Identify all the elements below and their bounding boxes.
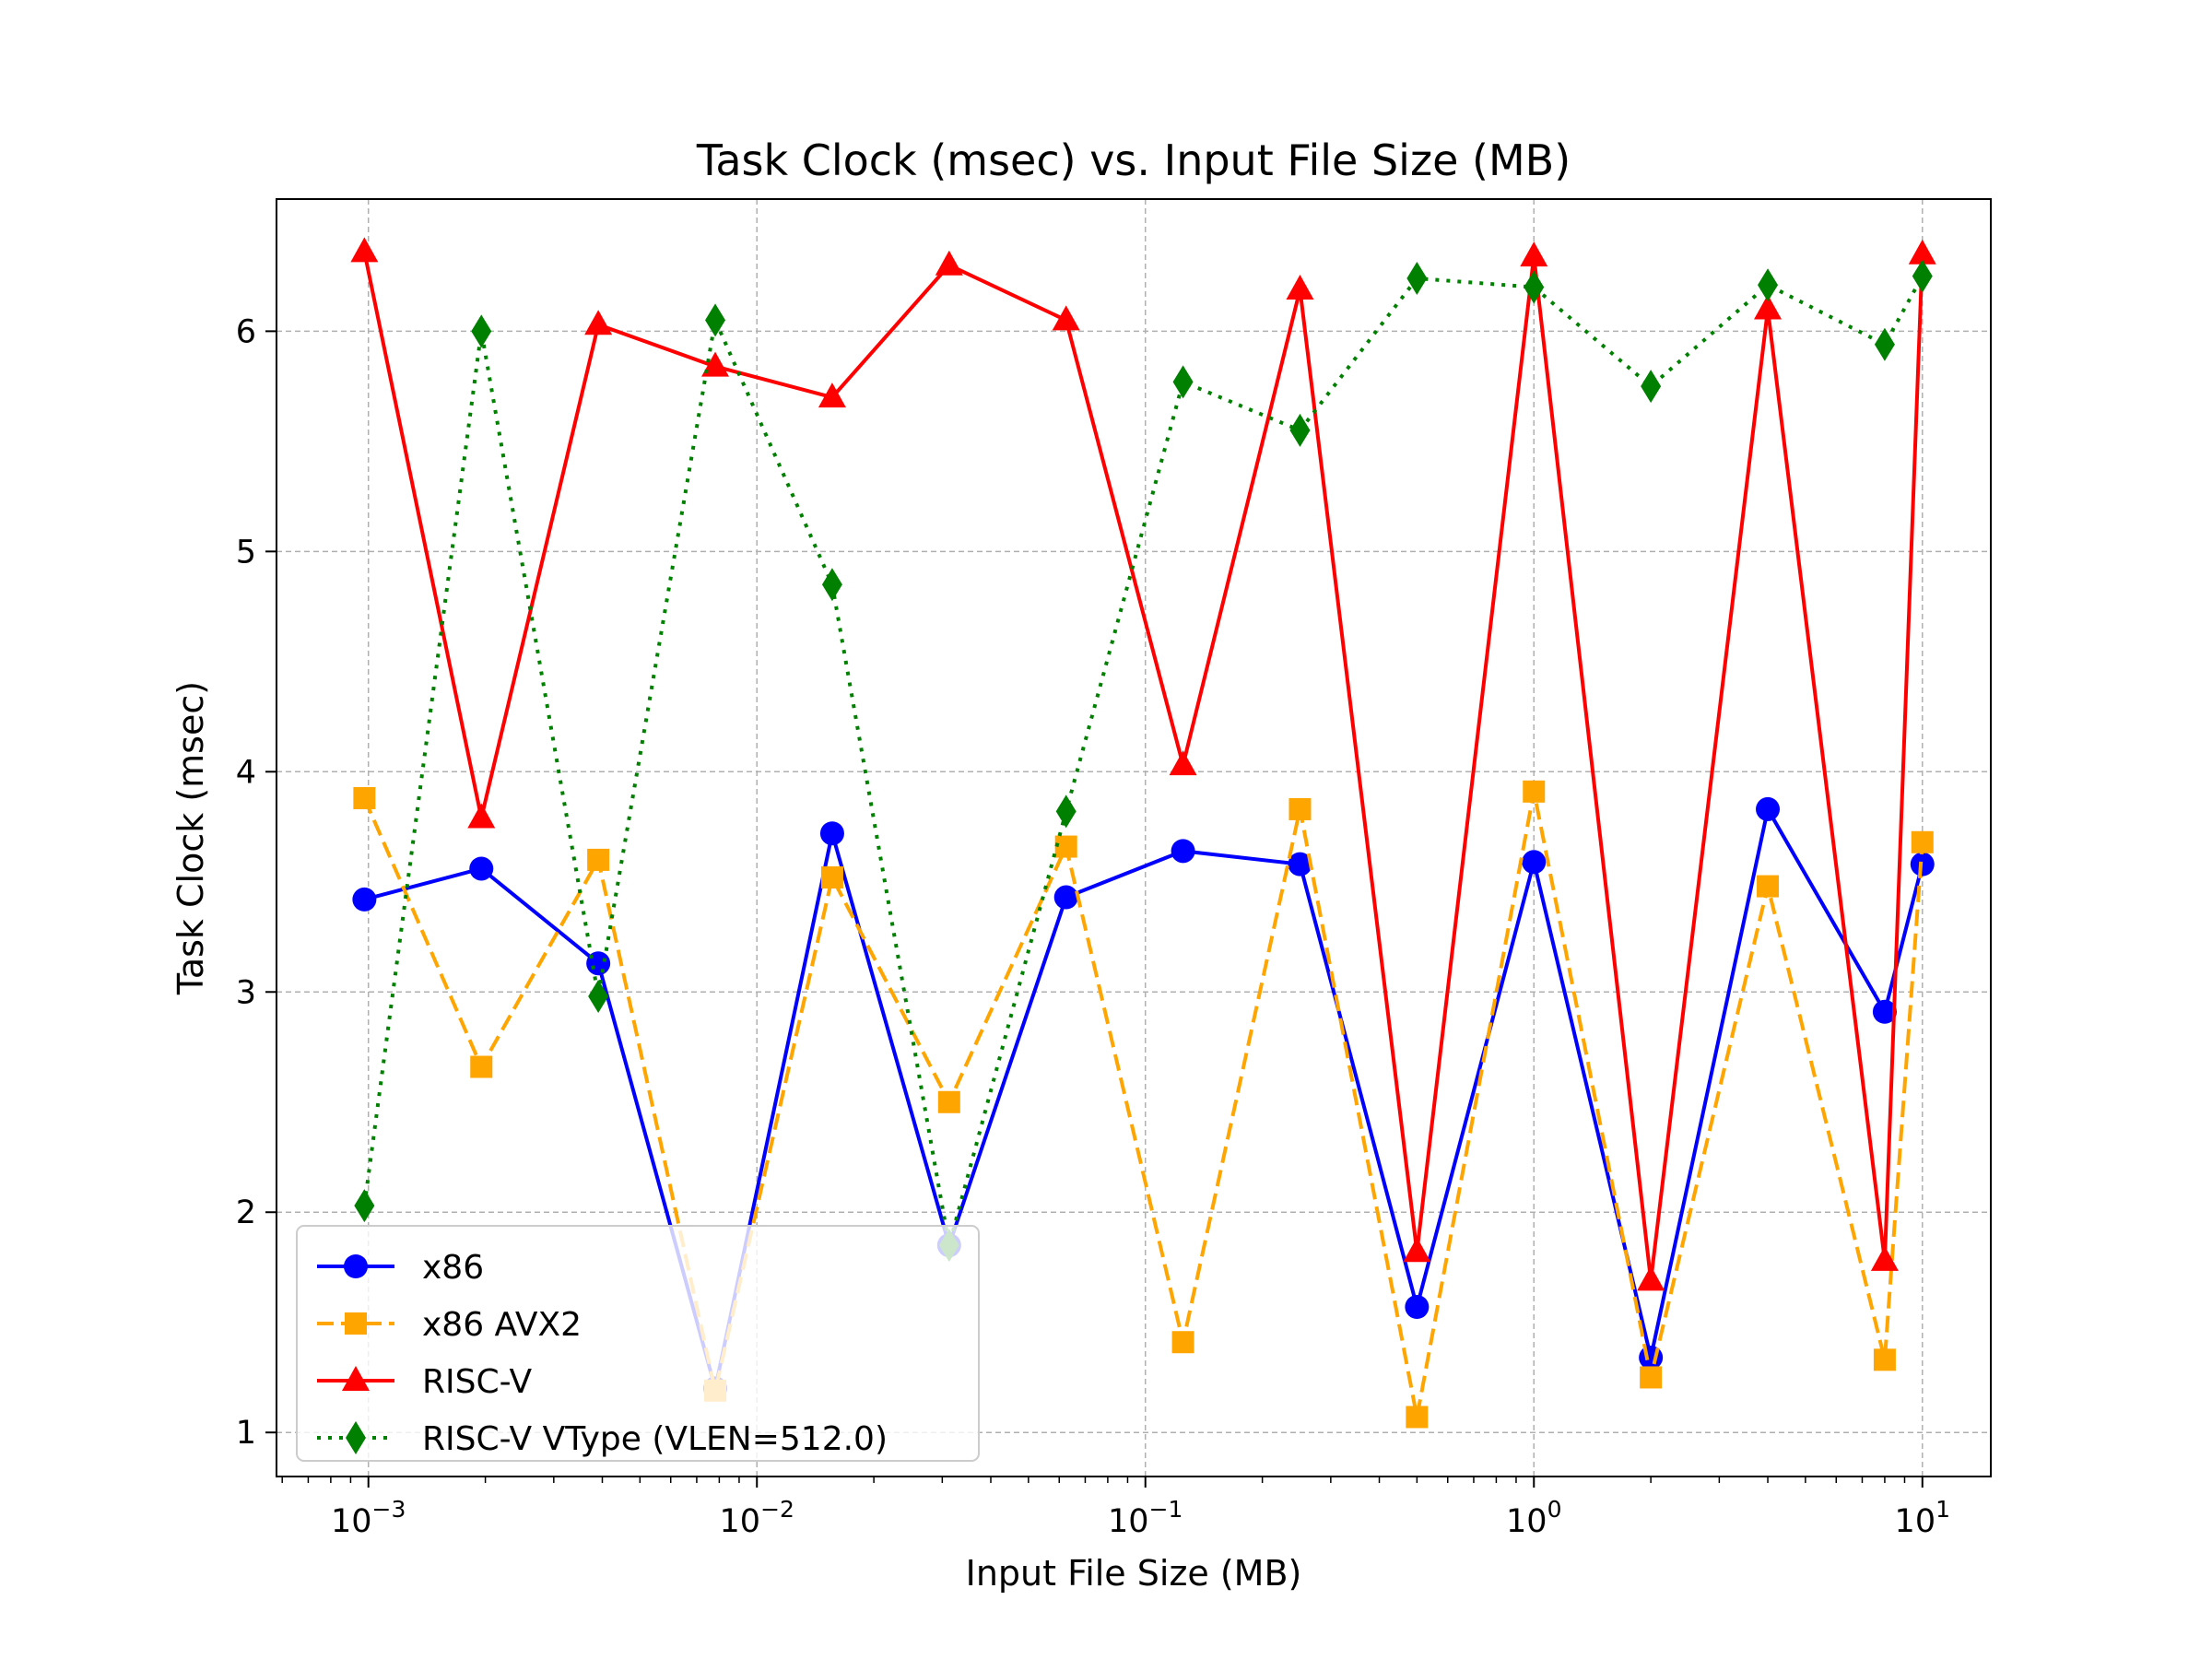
legend-entry: RISC-V [317, 1363, 533, 1401]
x-tick-label: 101 [1895, 1496, 1950, 1540]
x-tick-label: 10−2 [720, 1496, 794, 1540]
y-tick-label: 2 [236, 1194, 256, 1231]
data-point [588, 980, 609, 1014]
legend-entry: x86 AVX2 [317, 1306, 582, 1344]
data-point [1171, 839, 1195, 864]
x-tick-exponent: −1 [1149, 1496, 1183, 1523]
data-point [1406, 262, 1428, 296]
data-point [1872, 999, 1897, 1024]
x-axis-label: Input File Size (MB) [966, 1553, 1302, 1594]
data-point [1055, 794, 1077, 829]
x-tick-label: 10−3 [331, 1496, 406, 1540]
x-tick-exponent: 0 [1547, 1496, 1562, 1523]
data-point [937, 1090, 960, 1113]
data-point [1912, 259, 1933, 293]
y-tick-label: 6 [236, 313, 256, 350]
legend-label: RISC-V VType (VLEN=512.0) [422, 1420, 888, 1458]
x-tick-label: 100 [1506, 1496, 1561, 1540]
x-tick-base: 10 [331, 1503, 372, 1540]
series-line [362, 275, 1924, 1248]
legend-box [296, 1225, 980, 1462]
data-point [1754, 294, 1783, 320]
x-tick-base: 10 [1108, 1503, 1149, 1540]
legend-marker [344, 1254, 368, 1278]
data-point [470, 1055, 493, 1078]
data-point [1169, 750, 1197, 776]
legend-entry: x86 [317, 1249, 484, 1287]
data-point [1172, 365, 1194, 399]
y-axis-label: Task Clock (msec) [171, 681, 211, 995]
data-point [1405, 1294, 1430, 1319]
data-point [818, 382, 846, 408]
legend-label: x86 [422, 1249, 484, 1287]
legend-label: x86 AVX2 [422, 1306, 582, 1344]
legend-label: RISC-V [422, 1363, 533, 1401]
x-tick-label: 10−1 [1108, 1496, 1182, 1540]
data-point [820, 866, 843, 889]
plot-frame [276, 198, 1992, 1477]
x-tick-base: 10 [1506, 1503, 1547, 1540]
legend-marker [345, 1312, 367, 1335]
data-point [1758, 268, 1779, 302]
data-point [1873, 1348, 1896, 1371]
data-point [1641, 370, 1662, 404]
data-point [705, 303, 726, 337]
data-point [1640, 1366, 1663, 1389]
data-point [1757, 875, 1780, 898]
data-point [1524, 270, 1545, 304]
y-tick-label: 3 [236, 974, 256, 1011]
data-point [467, 803, 496, 829]
data-point [1520, 241, 1548, 267]
y-tick-label: 4 [236, 754, 256, 791]
x-tick-exponent: 1 [1936, 1496, 1950, 1523]
x-tick-exponent: −2 [760, 1496, 794, 1523]
data-point [350, 237, 379, 263]
data-point [587, 848, 610, 871]
grid [276, 199, 1991, 1477]
data-point [935, 250, 963, 276]
data-point [1054, 835, 1077, 858]
legend: x86 x86 AVX2 RISC-V RISC-V VType (VLEN=512.… [296, 1225, 980, 1462]
data-point [1289, 413, 1311, 447]
data-point [1522, 850, 1547, 875]
data-point [1908, 239, 1936, 265]
legend-entry: RISC-V VType (VLEN=512.0) [317, 1420, 888, 1458]
data-point [1756, 796, 1781, 821]
y-tick-label: 1 [236, 1415, 256, 1452]
data-point [354, 1189, 375, 1223]
data-point [469, 856, 494, 881]
data-point [1171, 1331, 1194, 1354]
legend-marker [346, 1421, 366, 1454]
data-point [352, 887, 377, 912]
data-point [1288, 852, 1312, 877]
data-point [821, 568, 842, 602]
data-point [819, 821, 844, 846]
data-point [1637, 1265, 1665, 1291]
data-point [1286, 274, 1314, 300]
data-point [1911, 830, 1934, 853]
data-point [1523, 780, 1546, 803]
data-point [1052, 305, 1080, 331]
data-point [353, 786, 376, 809]
data-point [1053, 885, 1078, 910]
y-tick-label: 5 [236, 534, 256, 571]
data-point [1874, 327, 1895, 361]
data-point [471, 314, 492, 348]
x-tick-base: 10 [720, 1503, 761, 1540]
legend-marker [342, 1366, 370, 1391]
x-tick-exponent: −3 [372, 1496, 406, 1523]
chart-title: Task Clock (msec) vs. Input File Size (M… [696, 135, 1571, 185]
data-point [584, 310, 613, 335]
plot-series [350, 237, 1936, 1429]
data-point [1406, 1406, 1429, 1429]
data-point [1403, 1237, 1431, 1263]
x-tick-base: 10 [1895, 1503, 1936, 1540]
data-point [1288, 797, 1312, 820]
data-point [1870, 1245, 1899, 1271]
